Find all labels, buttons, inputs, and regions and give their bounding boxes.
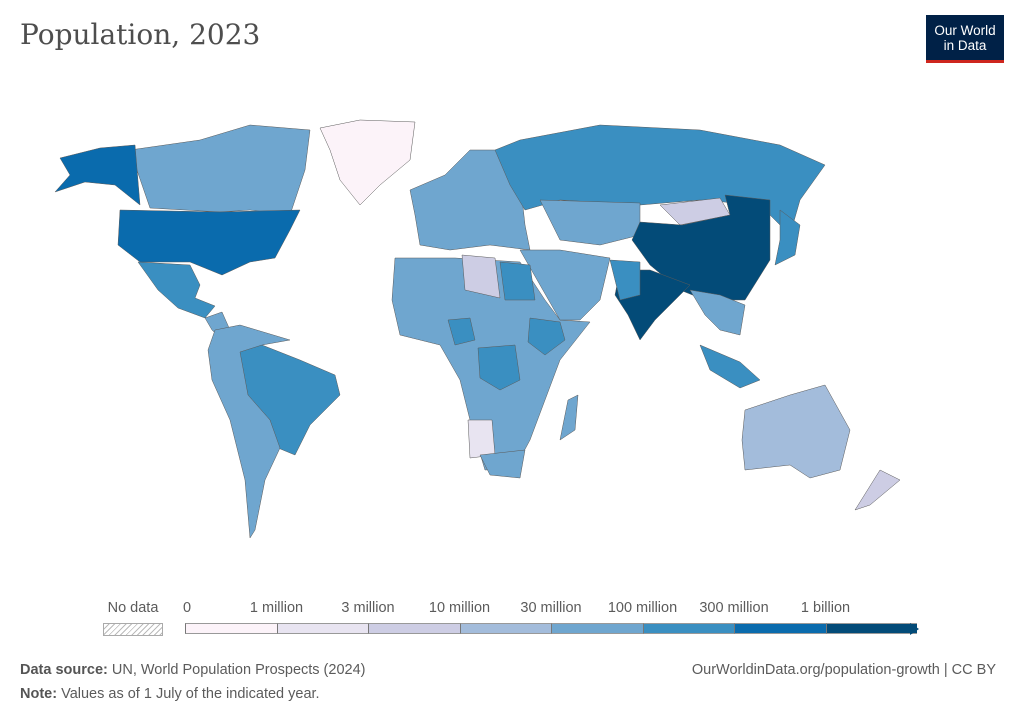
legend-arrow (910, 623, 919, 635)
owid-logo[interactable]: Our World in Data (926, 15, 1004, 63)
country-australia[interactable] (741, 384, 851, 479)
legend-bin[interactable] (825, 623, 917, 634)
country-libya[interactable] (461, 254, 501, 299)
legend-tick-label: 100 million (607, 600, 678, 616)
legend-tick-label: 30 million (520, 600, 582, 616)
legend: No data 0 1 million 3 million 10 million 30 … (0, 598, 1024, 638)
legend-tick-label: 10 million (428, 600, 491, 616)
country-new-zealand[interactable] (854, 469, 901, 511)
logo-line1: Our World (934, 22, 996, 38)
country-china[interactable] (631, 194, 771, 301)
legend-tick-label: 3 million (341, 600, 395, 616)
country-madagascar[interactable] (559, 394, 579, 441)
country-dr-congo[interactable] (477, 344, 521, 391)
source-link[interactable]: OurWorldinData.org/population-growth | C… (691, 662, 996, 678)
legend-no-data-swatch (103, 623, 163, 636)
legend-bin[interactable] (368, 623, 460, 634)
country-japan[interactable] (774, 209, 801, 266)
legend-tick-label: 300 million (699, 600, 769, 616)
legend-bin[interactable] (642, 623, 734, 634)
legend-bin[interactable] (734, 623, 826, 634)
legend-tick-label: 0 (182, 600, 192, 616)
country-namibia-botswana[interactable] (467, 419, 496, 459)
country-pakistan[interactable] (609, 259, 641, 301)
legend-bin[interactable] (551, 623, 643, 634)
source-text: UN, World Population Prospects (2024) (111, 662, 366, 678)
legend-no-data-label: No data (107, 600, 159, 616)
country-indonesia[interactable] (699, 344, 761, 389)
country-mexico[interactable] (137, 261, 216, 319)
note: Note: Values as of 1 July of the indicat… (20, 686, 320, 702)
country-united-states[interactable] (117, 209, 301, 276)
legend-bin[interactable] (185, 623, 277, 634)
world-map[interactable] (0, 90, 1024, 560)
legend-tick-label: 1 million (249, 600, 304, 616)
country-alaska-usa-[interactable] (54, 144, 141, 206)
country-russia[interactable] (494, 124, 826, 236)
legend-tick-label: 1 billion (800, 600, 851, 616)
country-canada[interactable] (129, 124, 311, 216)
country-south-africa[interactable] (479, 449, 526, 479)
note-text: Values as of 1 July of the indicated yea… (61, 686, 320, 702)
country-kazakhstan[interactable] (539, 199, 641, 246)
country-southeast-asia[interactable] (689, 289, 746, 336)
country-middle-east[interactable] (519, 249, 611, 321)
logo-line2: in Data (943, 37, 987, 53)
country-egypt[interactable] (499, 261, 536, 301)
country-nigeria[interactable] (447, 317, 476, 346)
country-europe[interactable] (409, 149, 531, 251)
country-greenland[interactable] (319, 119, 416, 206)
note-label: Note: (20, 686, 58, 702)
data-source: Data source: UN, World Population Prospe… (20, 662, 365, 678)
source-label: Data source: (20, 662, 108, 678)
legend-bin[interactable] (276, 623, 368, 634)
page-title: Population, 2023 (20, 18, 261, 51)
legend-bin[interactable] (459, 623, 551, 634)
country-south-america-other-[interactable] (207, 324, 291, 539)
country-ethiopia[interactable] (527, 317, 566, 356)
